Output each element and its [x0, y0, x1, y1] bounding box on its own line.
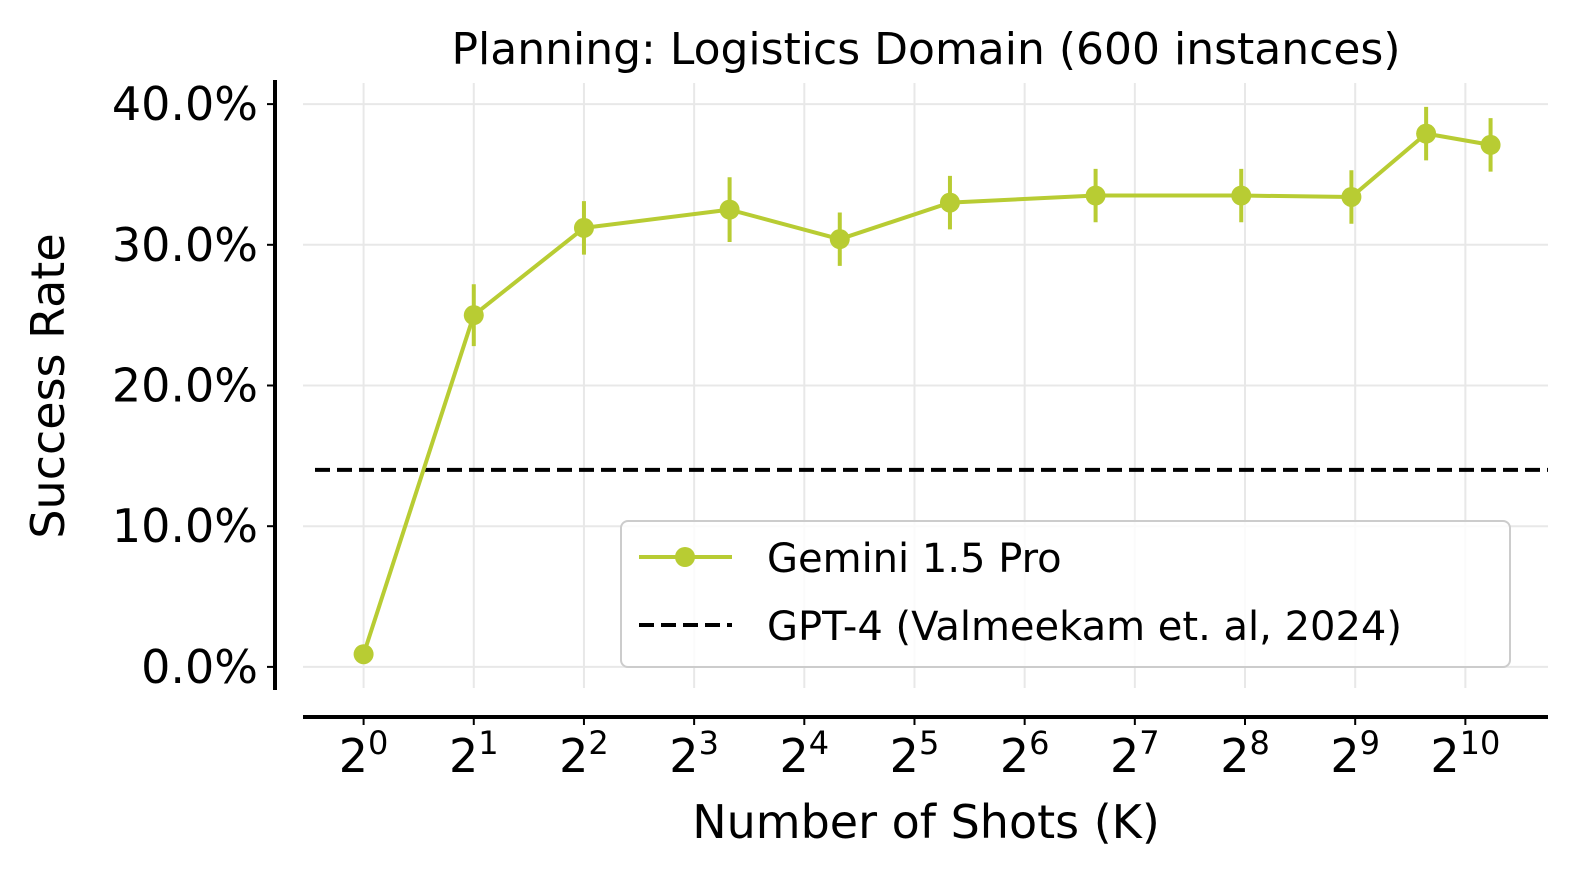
x-tick-label: 21 — [449, 724, 499, 783]
legend-gemini-marker — [675, 547, 695, 567]
legend: Gemini 1.5 Pro GPT-4 (Valmeekam et. al, … — [620, 520, 1511, 668]
gemini-series — [353, 106, 1501, 665]
y-tick-label: 0.0% — [141, 640, 258, 694]
legend-gpt4-label: GPT-4 (Valmeekam et. al, 2024) — [767, 604, 1402, 650]
y-tick-label: 30.0% — [112, 218, 258, 272]
y-tick-labels: 0.0% 10.0% 20.0% 30.0% 40.0% — [112, 77, 258, 694]
x-tick-label: 210 — [1430, 724, 1500, 783]
y-axis-label: Success Rate — [21, 233, 75, 538]
axes — [267, 80, 1548, 725]
x-tick-label: 27 — [1110, 724, 1160, 783]
x-axis-label: Number of Shots (K) — [692, 795, 1160, 849]
x-tick-label: 20 — [339, 724, 389, 783]
legend-item-gpt4: GPT-4 (Valmeekam et. al, 2024) — [639, 604, 1402, 650]
gemini-point — [939, 192, 960, 213]
gemini-point — [1085, 185, 1106, 206]
x-tick-label: 22 — [559, 724, 609, 783]
x-tick-labels: 20 21 22 23 24 25 26 27 28 29 210 — [339, 724, 1501, 783]
x-tick-label: 24 — [779, 724, 829, 783]
x-tick-label: 23 — [669, 724, 719, 783]
y-tick-label: 20.0% — [112, 359, 258, 413]
x-tick-label: 29 — [1330, 724, 1380, 783]
legend-box — [620, 520, 1511, 668]
gemini-point — [1341, 186, 1362, 207]
gemini-point — [1231, 185, 1252, 206]
x-tick-label: 26 — [1000, 724, 1050, 783]
chart-title: Planning: Logistics Domain (600 instance… — [451, 24, 1400, 75]
y-tick-label: 40.0% — [112, 77, 258, 131]
gemini-point — [829, 229, 850, 250]
legend-gemini-label: Gemini 1.5 Pro — [767, 536, 1062, 582]
legend-item-gemini: Gemini 1.5 Pro — [639, 536, 1062, 582]
gemini-point — [463, 305, 484, 326]
gemini-point — [1480, 134, 1501, 155]
gemini-point — [1416, 123, 1437, 144]
x-tick-label: 25 — [890, 724, 940, 783]
x-tick-label: 28 — [1220, 724, 1270, 783]
y-tick-label: 10.0% — [112, 499, 258, 553]
gemini-point — [353, 644, 374, 665]
gemini-point — [573, 217, 594, 238]
gemini-point — [719, 199, 740, 220]
